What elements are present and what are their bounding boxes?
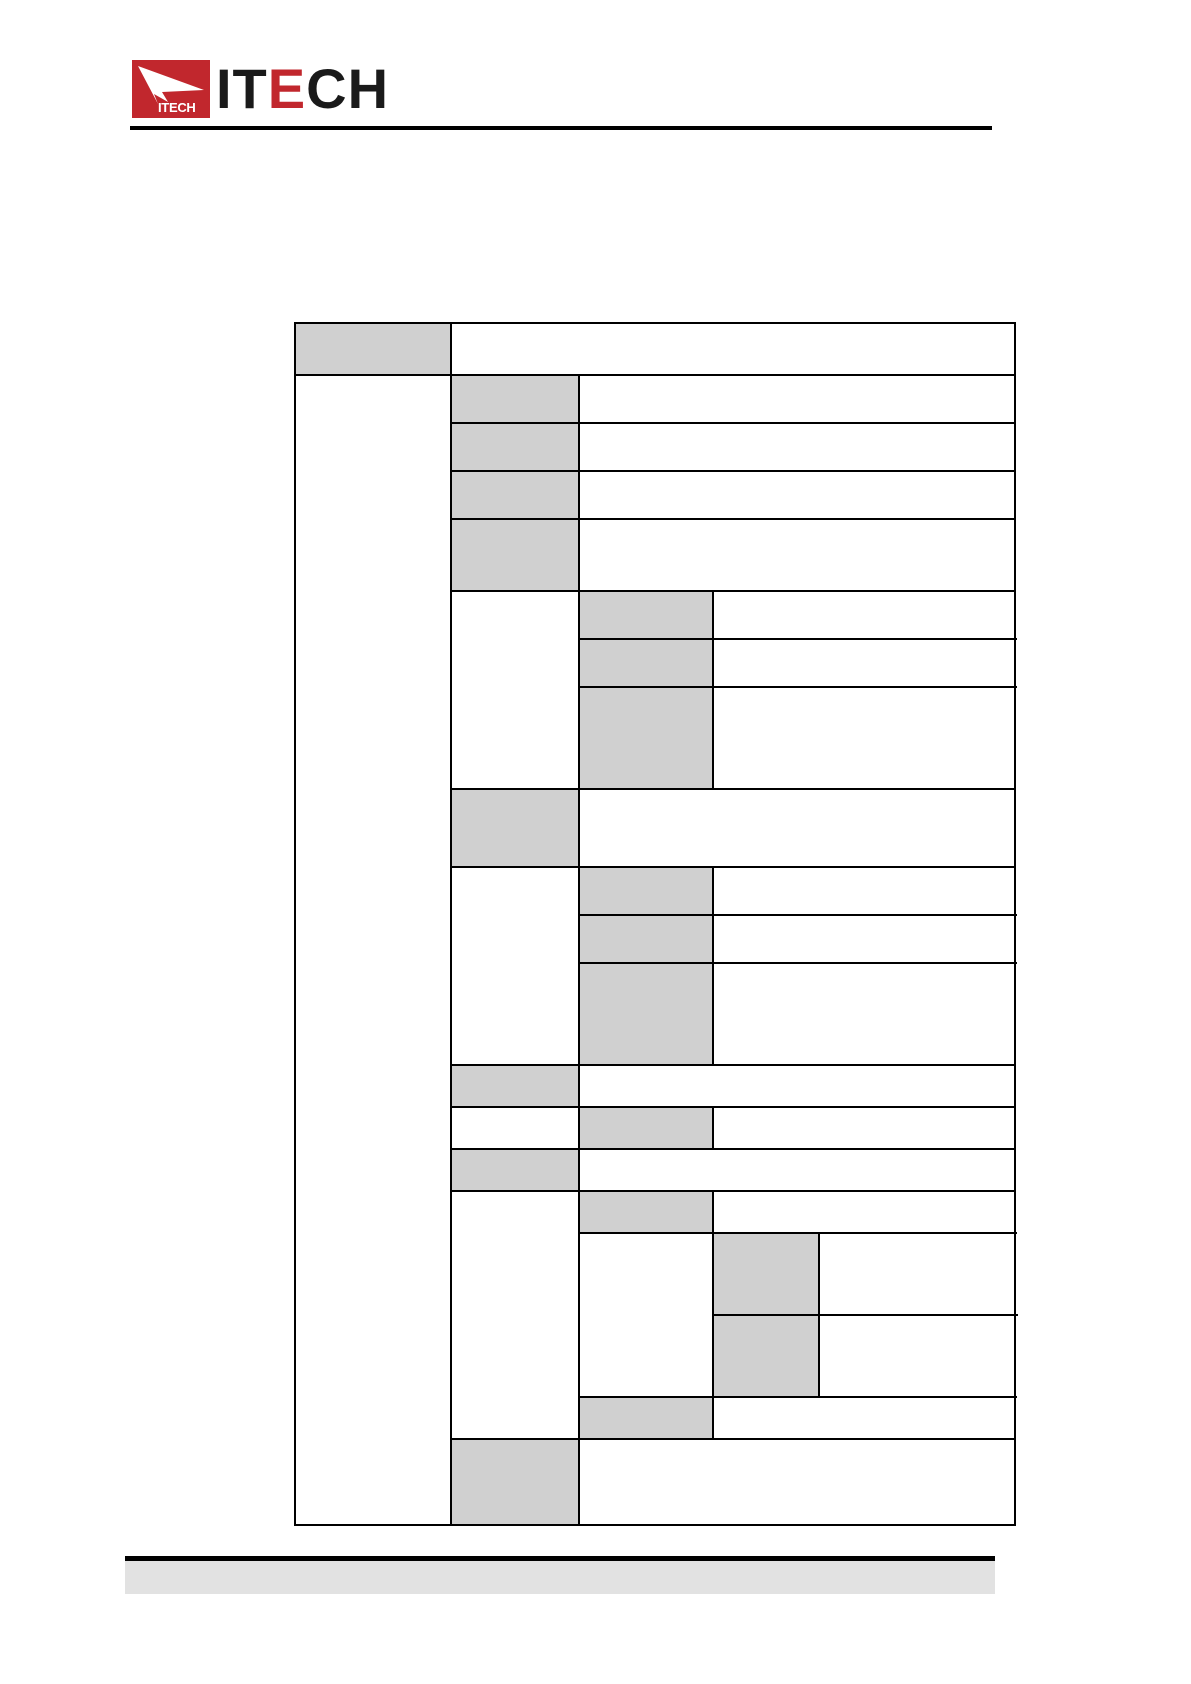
spec-row-2-value[interactable] xyxy=(579,423,1016,472)
spec-subtable-level4 xyxy=(714,1234,1018,1396)
arrow-swoosh-icon xyxy=(138,66,204,104)
table-row xyxy=(580,868,1017,916)
table-row xyxy=(452,1065,1016,1108)
spec-row-11b1-value[interactable] xyxy=(819,1234,1018,1316)
table-row xyxy=(452,789,1016,868)
spec-row-8-label[interactable] xyxy=(452,1065,580,1108)
spec-group-11b-content xyxy=(713,1233,1018,1398)
spec-row-7c-label[interactable] xyxy=(580,963,714,1064)
spec-row-6-value[interactable] xyxy=(579,789,1016,868)
spec-row-2-label[interactable] xyxy=(452,423,580,472)
spec-row-6-label[interactable] xyxy=(452,789,580,868)
spec-row-7c-value[interactable] xyxy=(713,963,1017,1064)
table-row xyxy=(294,374,1018,1526)
table-row xyxy=(452,519,1016,592)
spec-subtable-level3-c xyxy=(580,1108,1017,1148)
spec-row-5a-value[interactable] xyxy=(713,592,1017,640)
spec-group-7-label[interactable] xyxy=(452,867,580,1066)
spec-row-11b2-label[interactable] xyxy=(714,1315,820,1396)
spec-row-5c-value[interactable] xyxy=(713,687,1017,788)
logo-word-prefix: IT xyxy=(216,57,268,120)
spec-row-7b-value[interactable] xyxy=(713,915,1017,964)
spec-row-11c-value[interactable] xyxy=(713,1397,1017,1438)
spec-row-12-value[interactable] xyxy=(579,1439,1016,1524)
footer-band xyxy=(125,1561,995,1594)
spec-title-label-cell[interactable] xyxy=(294,322,452,376)
spec-row-11b1-label[interactable] xyxy=(714,1234,820,1316)
table-row xyxy=(580,1233,1018,1398)
page-header: ITECH ITECH xyxy=(0,0,1191,135)
spec-row-1-label[interactable] xyxy=(452,376,580,424)
spec-row-10-value[interactable] xyxy=(579,1149,1016,1192)
table-row xyxy=(714,1315,1018,1396)
table-row xyxy=(580,1192,1017,1234)
spec-group-9-content xyxy=(579,1107,1017,1150)
spec-row-11a-label[interactable] xyxy=(580,1192,714,1234)
specification-table-container xyxy=(294,322,1018,1526)
spec-row-1-value[interactable] xyxy=(579,376,1016,424)
spec-subtable-level3-a xyxy=(580,592,1017,788)
header-divider-rule xyxy=(130,126,992,130)
table-row xyxy=(580,963,1017,1064)
spec-subtable-level3-b xyxy=(580,868,1017,1064)
table-row xyxy=(452,423,1016,472)
spec-title-value-cell[interactable] xyxy=(450,322,1016,376)
footer-divider-rule xyxy=(125,1556,995,1561)
spec-row-5b-label[interactable] xyxy=(580,639,714,688)
spec-row-12-label[interactable] xyxy=(452,1439,580,1524)
table-row xyxy=(452,867,1017,1066)
spec-section-label-cell[interactable] xyxy=(294,374,452,1526)
spec-row-7a-label[interactable] xyxy=(580,868,714,916)
spec-row-9a-value[interactable] xyxy=(713,1108,1017,1148)
logo-word-suffix: CH xyxy=(306,57,390,120)
spec-row-7a-value[interactable] xyxy=(713,868,1017,916)
table-row xyxy=(452,591,1017,790)
spec-subtable-level2 xyxy=(452,376,1018,1524)
table-row xyxy=(452,376,1016,424)
table-row xyxy=(452,1149,1016,1192)
spec-row-4-label[interactable] xyxy=(452,519,580,592)
table-row xyxy=(714,1234,1018,1316)
spec-group-5-content xyxy=(579,591,1017,790)
table-row xyxy=(452,1107,1017,1150)
spec-row-9a-label[interactable] xyxy=(580,1108,714,1148)
spec-group-9-label[interactable] xyxy=(452,1107,580,1150)
table-row xyxy=(452,1439,1016,1524)
spec-row-4-value[interactable] xyxy=(579,519,1016,592)
spec-row-5c-label[interactable] xyxy=(580,687,714,788)
table-row xyxy=(580,915,1017,964)
spec-row-5a-label[interactable] xyxy=(580,592,714,640)
logo-word-accent: E xyxy=(267,57,307,120)
itech-logo-wordmark: ITECH xyxy=(216,60,389,118)
table-row xyxy=(452,1191,1018,1440)
table-row xyxy=(580,639,1017,688)
spec-row-7b-label[interactable] xyxy=(580,915,714,964)
table-row xyxy=(580,592,1017,640)
spec-row-3-value[interactable] xyxy=(579,471,1016,520)
spec-subtable-level3-d xyxy=(580,1192,1018,1438)
spec-section-content-cell xyxy=(450,374,1018,1526)
spec-row-5b-value[interactable] xyxy=(713,639,1017,688)
specification-table xyxy=(294,322,1018,1526)
itech-logo: ITECH ITECH xyxy=(132,60,389,118)
spec-group-11b-label[interactable] xyxy=(580,1233,714,1398)
spec-group-7-content xyxy=(579,867,1017,1066)
table-row xyxy=(580,1397,1017,1438)
table-row xyxy=(294,322,1016,376)
spec-group-11-label[interactable] xyxy=(452,1191,580,1440)
spec-row-11a-value[interactable] xyxy=(713,1192,1017,1234)
spec-group-11-content xyxy=(579,1191,1018,1440)
table-row xyxy=(452,471,1016,520)
spec-group-5-label[interactable] xyxy=(452,591,580,790)
table-row xyxy=(580,1108,1017,1148)
spec-row-8-value[interactable] xyxy=(579,1065,1016,1108)
table-row xyxy=(580,687,1017,788)
spec-row-11c-label[interactable] xyxy=(580,1397,714,1438)
spec-row-11b2-value[interactable] xyxy=(819,1315,1018,1396)
spec-row-10-label[interactable] xyxy=(452,1149,580,1192)
spec-row-3-label[interactable] xyxy=(452,471,580,520)
itech-logo-mark: ITECH xyxy=(132,60,210,118)
itech-logo-badge-text: ITECH xyxy=(158,100,196,115)
